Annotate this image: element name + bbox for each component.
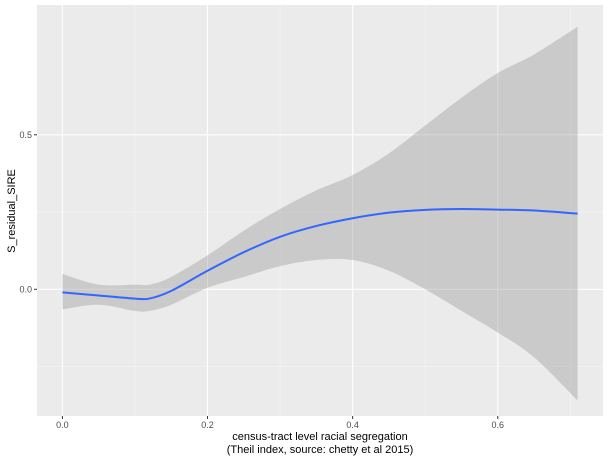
- y-tick-label: 0.0: [19, 284, 32, 294]
- x-axis-title-line1: census-tract level racial segregation: [232, 431, 407, 443]
- x-axis-title-line2: (Theil index, source: chetty et al 2015): [227, 444, 413, 456]
- y-tick-label: 0.5: [19, 130, 32, 140]
- x-tick-label: 0.4: [346, 420, 359, 430]
- x-axis-ticks: 0.0 0.2 0.4 0.6: [56, 416, 504, 430]
- confidence-ribbon: [62, 26, 578, 401]
- y-axis-title: S_residual_SIRE: [6, 169, 18, 253]
- smooth-line: [62, 207, 578, 301]
- x-tick-label: 0.2: [201, 420, 214, 430]
- x-tick-label: 0.6: [492, 420, 505, 430]
- y-axis-ticks: 0.0 0.5: [19, 130, 37, 294]
- x-tick-label: 0.0: [56, 420, 69, 430]
